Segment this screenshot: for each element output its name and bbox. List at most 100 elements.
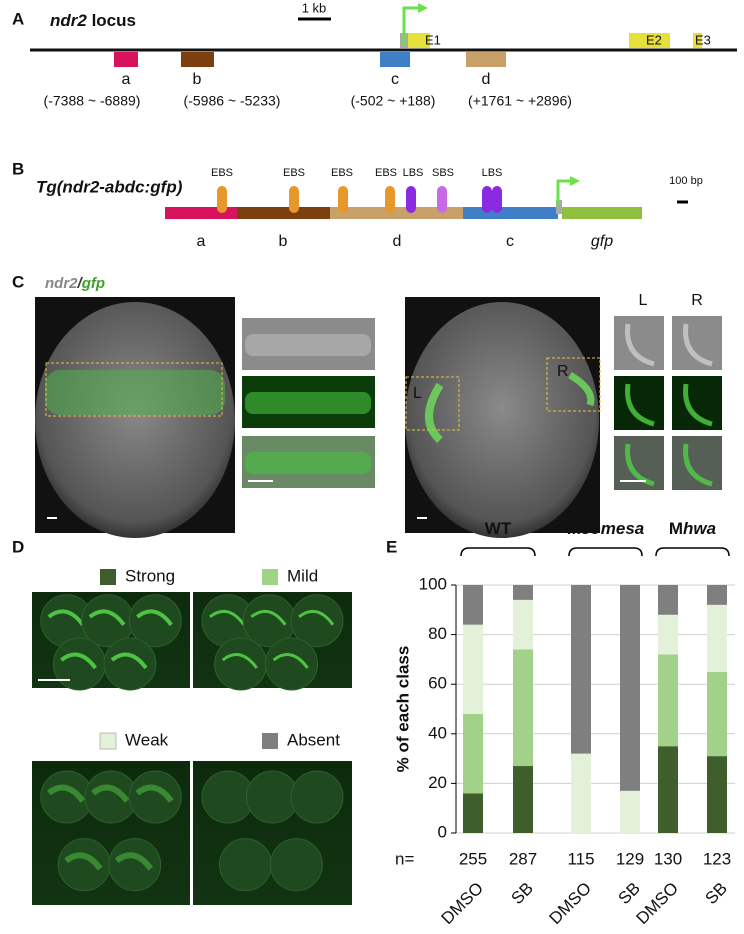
inset-signal	[625, 443, 655, 487]
bar-segment	[707, 585, 727, 605]
segment-name: c	[506, 233, 514, 250]
bar-segment	[707, 604, 727, 672]
x-tick-label: DMSO	[438, 879, 487, 928]
title-text: locus	[87, 11, 136, 30]
micrograph-inset	[614, 376, 664, 430]
region-box	[114, 52, 138, 67]
region-range: (-7388 ~ -6889)	[44, 93, 141, 109]
region-range: (-502 ~ +188)	[351, 93, 436, 109]
region-name: c	[391, 71, 399, 88]
y-tick-label: 100	[419, 574, 447, 593]
gfp-arc	[568, 371, 595, 407]
tss-head	[418, 3, 428, 13]
tss-gray	[556, 200, 562, 214]
scale-label: 1 kb	[302, 0, 327, 15]
gfp-signal	[209, 609, 246, 626]
tss-arrow	[556, 179, 572, 205]
region-box	[380, 52, 410, 67]
embryo	[108, 838, 162, 892]
embryo	[57, 838, 111, 892]
region-range: (+1761 ~ +2896)	[468, 93, 572, 109]
embryo	[128, 770, 182, 824]
bar-segment	[463, 793, 483, 833]
legend-label: Absent	[287, 730, 340, 749]
legend-label: Mild	[287, 566, 318, 585]
gfp-signal	[110, 652, 148, 670]
exon	[408, 33, 430, 48]
gfp-signal	[91, 784, 130, 803]
bar-segment	[658, 654, 678, 747]
construct-title: Tg(ndr2-abdc:gfp)	[36, 177, 183, 196]
legend-swatch	[99, 732, 117, 750]
micrograph-inset	[614, 316, 664, 370]
site-label: EBS	[211, 167, 233, 179]
column-label: R	[691, 292, 703, 309]
bar-segment	[658, 614, 678, 655]
legend-label: Weak	[125, 730, 169, 749]
x-tick-label: DMSO	[633, 879, 682, 928]
bar-segment	[620, 585, 640, 791]
y-tick-label: 20	[428, 773, 447, 792]
gfp-signal	[136, 609, 173, 627]
count-label: 130	[654, 849, 682, 868]
legend-swatch	[262, 569, 278, 585]
scale-label: 100 bp	[669, 175, 703, 187]
embryo	[265, 637, 319, 691]
bar-segment	[513, 585, 533, 600]
y-tick-label: 80	[428, 624, 447, 643]
x-tick-label: SB	[615, 879, 644, 908]
gfp-band	[45, 370, 225, 415]
micrograph-inset	[672, 436, 722, 490]
embryo	[269, 838, 323, 892]
count-label: 287	[509, 849, 537, 868]
site-label: LBS	[482, 167, 503, 179]
embryo	[128, 594, 182, 648]
y-tick-label: 60	[428, 674, 447, 693]
region-name: a	[122, 71, 131, 88]
count-label: 123	[703, 849, 731, 868]
bar-segment	[513, 599, 533, 650]
bar-segment	[513, 766, 533, 833]
legend-swatch	[100, 569, 116, 585]
embryo	[35, 302, 235, 538]
bar-segment	[571, 753, 591, 833]
count-label: 129	[616, 849, 644, 868]
y-tick-label: 40	[428, 723, 447, 742]
title-sep: /	[77, 275, 84, 292]
micrograph-inset	[672, 316, 722, 370]
panel-label: C	[12, 272, 24, 291]
binding-site	[289, 186, 299, 213]
exon	[629, 33, 670, 48]
gfp-signal	[46, 784, 86, 803]
gfp-arc	[425, 382, 444, 443]
exon-label: E3	[695, 32, 711, 47]
gfp-signal	[47, 609, 85, 627]
panel-label: A	[12, 9, 24, 28]
construct-segment	[237, 207, 330, 219]
construct-segment	[463, 207, 558, 219]
embryo	[405, 302, 599, 538]
panel-title: ndr2 locus	[50, 11, 136, 30]
roi-box	[405, 376, 460, 431]
panel-label: E	[386, 537, 397, 556]
site-label: SBS	[432, 167, 454, 179]
group-text: WT	[485, 519, 512, 538]
gfp-signal	[135, 784, 174, 803]
segment-name: a	[197, 233, 206, 250]
embryo	[218, 838, 272, 892]
bar-segment	[620, 790, 640, 833]
roi-box	[45, 362, 223, 417]
region-range: (-5986 ~ -5233)	[184, 93, 281, 109]
group-italic: eomesa	[581, 519, 644, 538]
tss-head	[570, 176, 580, 186]
gfp-signal	[272, 653, 309, 669]
bar-segment	[707, 671, 727, 757]
y-tick-label: 0	[438, 822, 447, 841]
panel-label: D	[12, 537, 24, 556]
group-text: M	[669, 519, 683, 538]
embryo	[290, 594, 344, 648]
panel-label: B	[12, 159, 24, 178]
roi-box	[546, 357, 601, 412]
y-axis-title: % of each class	[393, 646, 412, 773]
group-label: Mhwa	[669, 519, 716, 538]
